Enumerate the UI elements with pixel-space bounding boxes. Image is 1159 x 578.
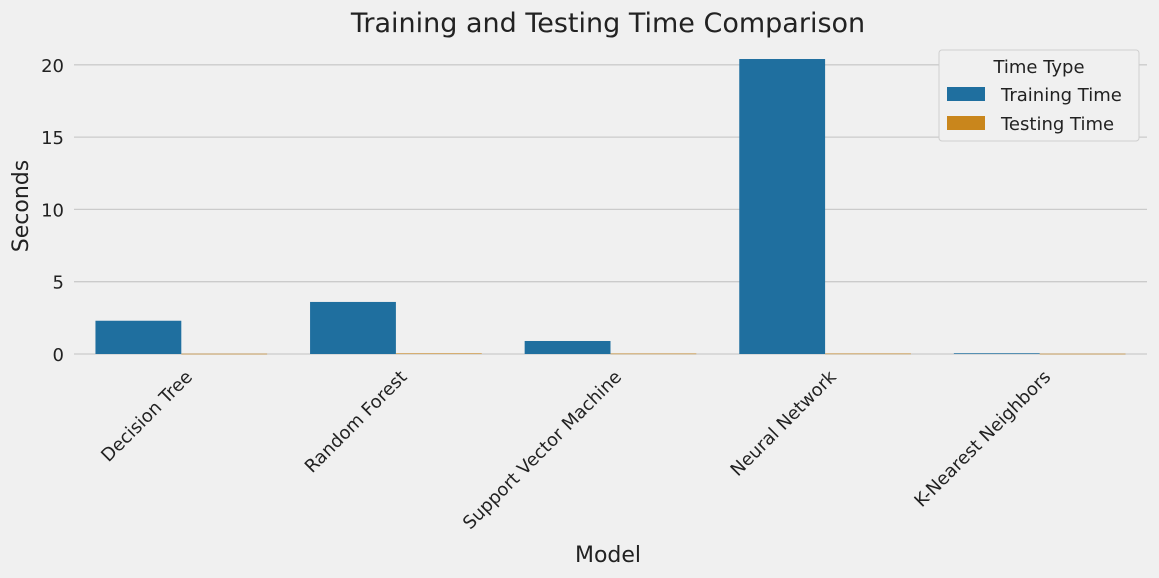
y-tick-label: 15 bbox=[41, 128, 64, 149]
legend-label-training-time: Training Time bbox=[1000, 85, 1122, 106]
x-tick-label-support-vector-machine: Support Vector Machine bbox=[459, 367, 626, 534]
bar-training-time-decision-tree bbox=[95, 320, 182, 354]
y-tick-label: 10 bbox=[41, 200, 64, 221]
y-tick-label: 5 bbox=[53, 273, 64, 294]
y-tick-label: 20 bbox=[41, 56, 64, 77]
chart-title: Training and Testing Time Comparison bbox=[350, 8, 865, 39]
legend-label-testing-time: Testing Time bbox=[1000, 114, 1114, 135]
x-tick-labels: Decision Tree Random Forest Support Vector… bbox=[97, 366, 1055, 533]
bar-training-time-random-forest bbox=[310, 301, 396, 354]
bar-training-time-neural-network bbox=[739, 59, 826, 354]
bar-training-time-k-nearest-neighbors bbox=[953, 353, 1040, 354]
bar-testing-time-neural-network bbox=[825, 353, 911, 355]
bar-testing-time-random-forest bbox=[395, 353, 482, 355]
x-tick-label-neural-network: Neural Network bbox=[727, 366, 841, 480]
legend-swatch-testing-time bbox=[947, 116, 985, 130]
legend: Time Type Training Time Testing Time bbox=[938, 49, 1140, 142]
x-tick-label-random-forest: Random Forest bbox=[301, 367, 412, 478]
x-tick-label-decision-tree: Decision Tree bbox=[97, 367, 197, 467]
bars bbox=[95, 59, 1126, 355]
x-tick-label-k-nearest-neighbors: K-Nearest Neighbors bbox=[910, 367, 1055, 512]
legend-title: Time Type bbox=[992, 57, 1084, 78]
bar-testing-time-support-vector-machine bbox=[610, 353, 697, 355]
x-axis-label: Model bbox=[575, 543, 641, 568]
y-axis-label: Seconds bbox=[9, 160, 34, 252]
legend-swatch-training-time bbox=[947, 87, 985, 101]
legend-box bbox=[938, 49, 1140, 142]
y-tick-labels: 0 5 10 15 20 bbox=[41, 56, 64, 366]
bar-testing-time-k-nearest-neighbors bbox=[1039, 353, 1126, 355]
bar-training-time-support-vector-machine bbox=[524, 340, 611, 354]
y-tick-label: 0 bbox=[53, 345, 64, 366]
bar-testing-time-decision-tree bbox=[181, 353, 268, 355]
